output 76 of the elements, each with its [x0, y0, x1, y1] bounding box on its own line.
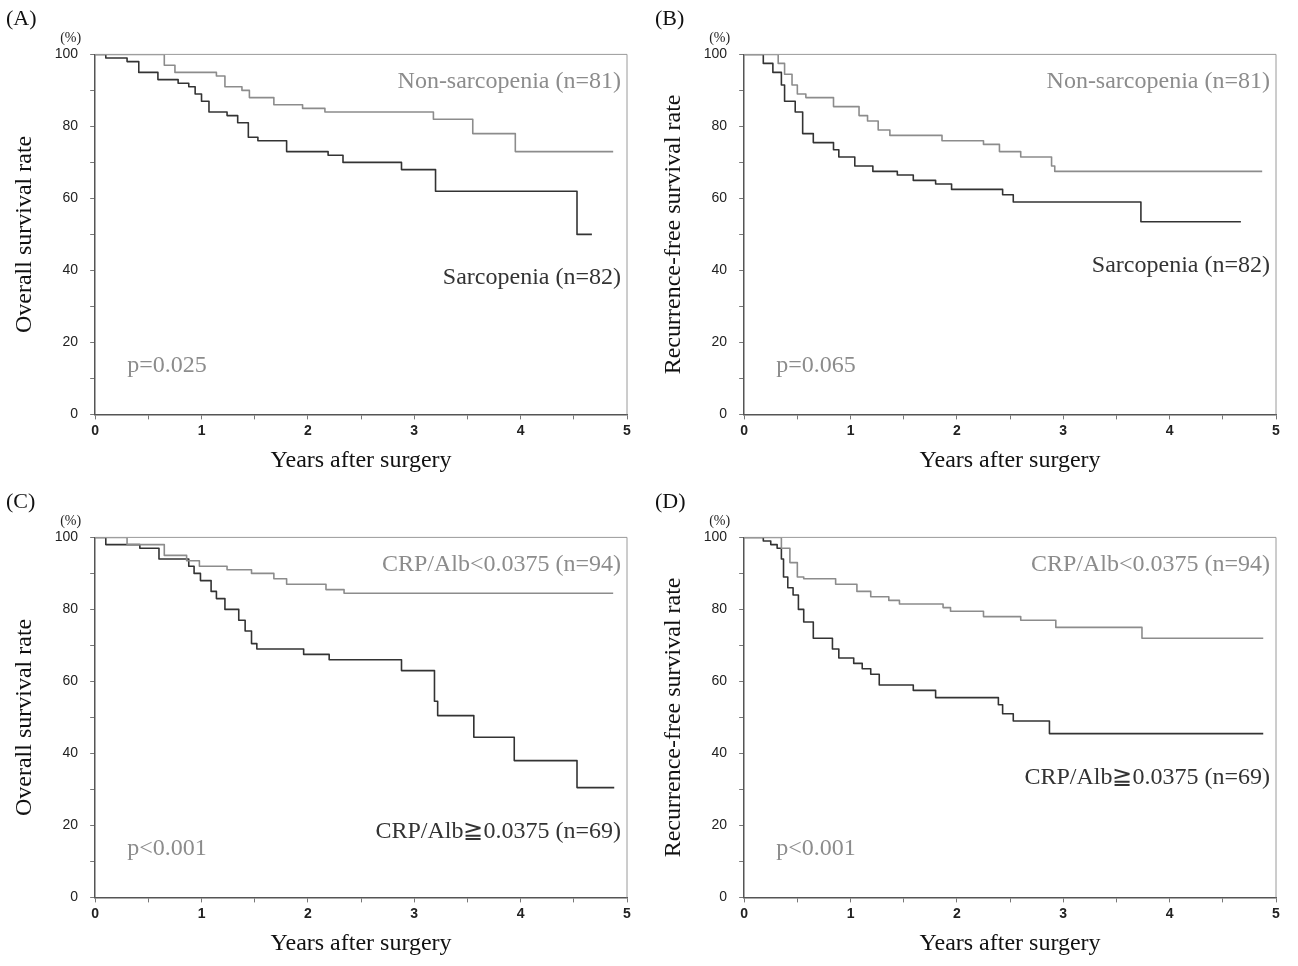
x-tick-label: 1 [197, 904, 206, 921]
y-tick-label: 20 [711, 816, 728, 833]
x-tick-label: 1 [197, 421, 206, 438]
x-tick-label: 1 [846, 904, 855, 921]
x-tick-label: 0 [91, 904, 100, 921]
y-axis-title: Overall survival rate [9, 618, 36, 817]
y-tick-label: 40 [711, 744, 728, 761]
annotation: p=0.025 [127, 351, 207, 378]
x-axis-title: Years after surgery [270, 928, 452, 955]
text: (%) [709, 30, 731, 47]
x-tick-label: 3 [410, 421, 419, 438]
y-axis-title: Recurrence-free survival rate [658, 577, 685, 858]
x-tick-label: 0 [740, 904, 749, 921]
x-tick-label: 3 [1059, 421, 1068, 438]
text: (%) [709, 513, 731, 530]
y-axis-title: Overall survival rate [9, 135, 36, 334]
y-tick-label: 100 [703, 528, 728, 545]
x-tick-label: 2 [953, 904, 961, 921]
y-tick-label: 40 [62, 744, 79, 761]
series-label: Non-sarcopenia (n=81) [397, 67, 621, 94]
series-label: Sarcopenia (n=82) [442, 263, 621, 290]
y-tick-label: 60 [711, 672, 728, 689]
y-tick-label: 60 [711, 189, 728, 206]
y-tick-label: 40 [62, 261, 79, 278]
x-tick-label: 0 [91, 421, 100, 438]
x-axis-title: Years after surgery [270, 445, 452, 472]
x-tick-label: 1 [846, 421, 855, 438]
chart-title: (D) [655, 487, 686, 513]
y-tick-label: 20 [62, 333, 79, 350]
series-label: CRP/Alb<0.0375 (n=94) [381, 550, 621, 577]
x-tick-label: 5 [1272, 421, 1281, 438]
y-tick-label: 40 [711, 261, 728, 278]
y-axis-title: Recurrence-free survival rate [658, 94, 685, 375]
chart-title: (B) [655, 4, 685, 30]
y-tick-label: 0 [70, 888, 79, 905]
x-tick-label: 2 [304, 421, 312, 438]
x-tick-label: 2 [953, 421, 961, 438]
x-axis-title: Years after surgery [919, 445, 1101, 472]
y-tick-label: 80 [62, 600, 79, 617]
series-label: CRP/Alb<0.0375 (n=94) [1030, 550, 1270, 577]
y-tick-label: 20 [62, 816, 79, 833]
y-tick-label: 0 [719, 405, 728, 422]
y-tick-label: 80 [711, 600, 728, 617]
annotation: p<0.001 [776, 834, 856, 861]
y-tick-label: 100 [703, 45, 728, 62]
series-label: Sarcopenia (n=82) [1091, 250, 1270, 277]
series-label: CRP/Alb≧0.0375 (n=69) [1024, 762, 1270, 789]
x-tick-label: 3 [1059, 904, 1068, 921]
x-tick-label: 5 [1272, 904, 1281, 921]
y-tick-label: 100 [54, 528, 79, 545]
y-tick-label: 80 [62, 117, 79, 134]
x-tick-label: 2 [304, 904, 312, 921]
x-tick-label: 4 [516, 904, 525, 921]
annotation: p=0.065 [776, 351, 856, 378]
y-tick-label: 80 [711, 117, 728, 134]
y-tick-label: 0 [719, 888, 728, 905]
x-tick-label: 5 [623, 904, 632, 921]
chart-title: (C) [6, 487, 36, 513]
x-tick-label: 0 [740, 421, 749, 438]
text: (%) [60, 30, 82, 47]
x-tick-label: 3 [410, 904, 419, 921]
x-tick-label: 4 [1165, 904, 1174, 921]
y-tick-label: 60 [62, 189, 79, 206]
annotation: p<0.001 [127, 834, 207, 861]
series-label: CRP/Alb≧0.0375 (n=69) [375, 816, 621, 843]
y-tick-label: 100 [54, 45, 79, 62]
y-tick-label: 0 [70, 405, 79, 422]
x-axis-title: Years after surgery [919, 928, 1101, 955]
y-tick-label: 60 [62, 672, 79, 689]
x-tick-label: 4 [1165, 421, 1174, 438]
x-tick-label: 5 [623, 421, 632, 438]
x-tick-label: 4 [516, 421, 525, 438]
y-tick-label: 20 [711, 333, 728, 350]
chart-title: (A) [6, 4, 37, 30]
text: (%) [60, 513, 82, 530]
text: Non-sarcopenia (n=81) [1046, 67, 1270, 94]
